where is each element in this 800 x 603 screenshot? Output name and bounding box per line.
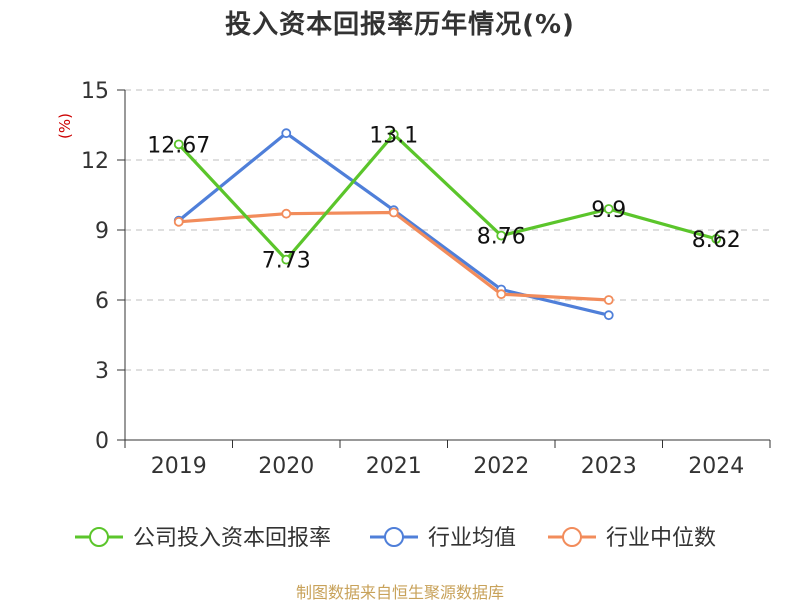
data-point — [388, 129, 399, 140]
x-tick-label: 2022 — [473, 454, 529, 479]
data-point — [711, 233, 722, 244]
series — [173, 128, 722, 321]
y-tick-label: 0 — [95, 429, 109, 454]
data-label: 12.67 — [147, 133, 210, 158]
data-point — [173, 216, 184, 227]
x-tick-label: 2024 — [688, 454, 744, 479]
series-line — [177, 132, 717, 262]
x-tick-label: 2019 — [151, 454, 207, 479]
legend[interactable]: 公司投入资本回报率 行业均值 行业中位数 — [75, 526, 716, 551]
legend-label: 行业中位数 — [606, 526, 716, 551]
grid-lines — [125, 89, 770, 371]
data-point — [173, 139, 184, 150]
y-tick-label: 3 — [95, 359, 109, 384]
y-tick-label: 9 — [95, 219, 109, 244]
data-point — [281, 208, 292, 219]
data-point — [496, 289, 507, 300]
data-point — [603, 310, 614, 321]
legend-marker — [562, 527, 582, 547]
y-tick-label: 12 — [81, 149, 109, 174]
legend-marker — [89, 527, 109, 547]
legend-marker — [384, 527, 404, 547]
legend-label: 公司投入资本回报率 — [133, 526, 331, 551]
data-point — [281, 254, 292, 265]
x-tick-label: 2021 — [366, 454, 422, 479]
legend-label: 行业均值 — [428, 526, 516, 551]
data-label: 8.76 — [477, 225, 526, 250]
y-tick-label: 15 — [81, 79, 109, 104]
source-note: 制图数据来自恒生聚源数据库 — [295, 583, 504, 602]
y-axis-label: (%) — [56, 113, 74, 139]
data-labels: 12.67 7.73 13.1 8.76 9.9 8.62 — [147, 123, 740, 273]
data-label: 8.62 — [692, 228, 741, 253]
x-tick-label: 2023 — [581, 454, 637, 479]
data-point — [388, 207, 399, 218]
data-point — [281, 128, 292, 139]
data-point — [496, 230, 507, 241]
chart-title: 投入资本回报率历年情况(%) — [225, 10, 575, 40]
data-label: 7.73 — [262, 249, 311, 274]
axes: 0 3 6 9 12 15 2019 2020 2021 2022 2023 2024 — [81, 79, 771, 479]
y-tick-label: 6 — [95, 289, 109, 314]
data-label: 13.1 — [369, 123, 418, 148]
data-label: 9.9 — [591, 198, 626, 223]
data-point — [603, 295, 614, 305]
data-point — [603, 204, 614, 214]
x-tick-label: 2020 — [258, 454, 314, 479]
